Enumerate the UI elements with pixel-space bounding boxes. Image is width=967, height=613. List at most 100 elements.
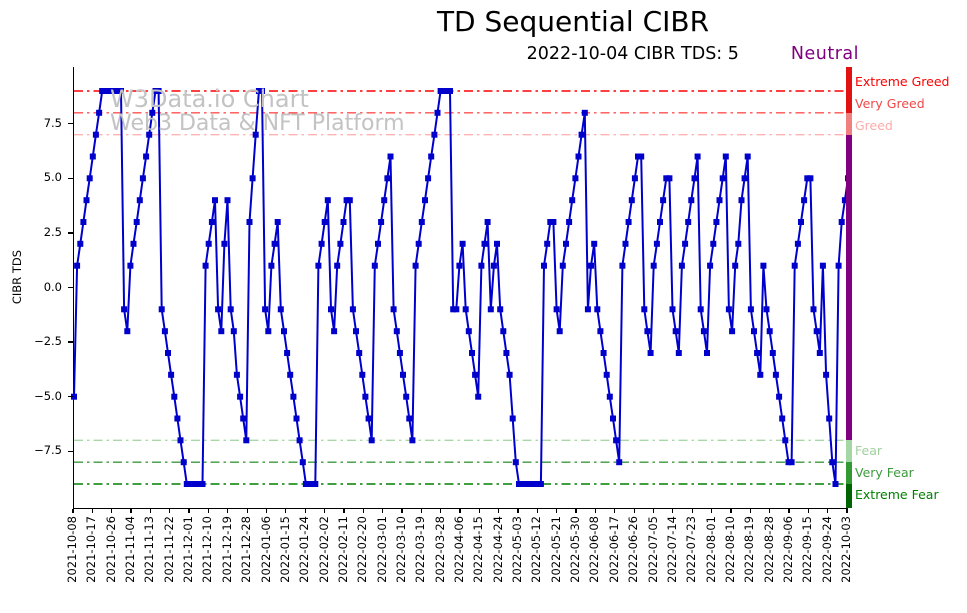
x-tick-mark [730,509,732,513]
data-point-marker [691,175,698,182]
x-tick-mark [149,509,152,513]
data-point-marker [613,437,620,444]
data-point-marker [747,306,754,313]
data-point-marker [368,437,375,444]
data-point-marker [503,350,510,356]
data-point-marker [832,481,839,487]
data-point-marker [161,328,168,335]
data-point-marker [96,109,103,116]
data-point-marker [299,459,306,466]
data-point-marker [719,175,726,182]
threshold-label-very-greed: Very Greed [855,95,925,111]
data-point-marker [268,262,275,269]
y-tick-mark [68,450,73,452]
x-tick-mark [749,509,751,513]
sentiment-bar-segment [846,67,852,113]
data-point-marker [469,350,475,356]
x-tick-label: 2022-07-05 [645,516,660,583]
data-point-marker [619,262,626,269]
data-point-marker [224,197,231,204]
data-point-marker [171,393,178,400]
data-point-marker [603,371,610,378]
data-point-marker [252,131,259,138]
data-point-marker [193,481,200,487]
data-point-marker [321,219,328,225]
plot-area [71,67,851,509]
x-tick-label: 2022-08-10 [722,516,737,583]
data-point-marker [678,262,685,269]
data-point-marker [823,371,830,378]
data-point-marker [230,328,237,335]
chart-title: TD Sequential CIBR [436,5,710,38]
data-point-marker [71,393,77,400]
data-point-marker [422,197,428,204]
data-point-marker [481,240,488,247]
data-point-marker [760,262,767,269]
data-point-marker [697,306,704,313]
data-point-marker [249,175,256,182]
x-tick-mark [227,509,229,513]
data-point-marker [227,306,234,313]
data-point-marker [80,219,87,225]
x-tick-label: 2022-05-03 [510,516,525,583]
data-point-marker [233,371,240,378]
data-point-marker [353,328,359,335]
x-tick-mark [556,509,558,513]
x-tick-mark [440,509,442,513]
data-point-marker [418,219,425,225]
data-point-marker [610,415,616,422]
data-point-marker [669,306,676,313]
data-point-marker [522,481,529,487]
data-point-marker [443,88,450,94]
x-tick-label: 2022-06-17 [606,516,621,583]
data-point-marker [572,175,579,182]
data-point-marker [365,415,372,422]
data-point-marker [713,219,720,225]
data-point-marker [434,109,441,116]
data-point-marker [387,153,394,160]
data-point-marker [356,350,363,356]
data-point-marker [628,197,635,204]
x-tick-label: 2022-05-12 [529,516,544,583]
x-tick-mark [633,509,635,513]
data-point-marker [700,328,707,335]
data-point-marker [559,262,566,269]
x-tick-label: 2022-05-21 [548,516,563,583]
data-point-marker [547,219,554,225]
data-point-marker [102,88,109,94]
x-tick-mark [575,509,577,513]
data-point-marker [83,197,90,204]
data-point-marker [810,306,817,313]
data-point-marker [779,415,786,422]
x-tick-mark [169,509,171,513]
sentiment-bar-segment [846,134,852,441]
x-tick-mark [827,509,829,513]
data-point-marker [293,415,300,422]
data-point-marker [196,481,203,487]
y-tick-mark [68,286,73,289]
x-tick-mark [459,509,461,513]
x-tick-label: 2021-12-19 [219,516,234,583]
data-point-marker [584,306,591,313]
data-point-marker [766,328,773,335]
data-point-marker [782,437,789,444]
y-tick-mark [68,232,73,234]
data-point-marker [406,415,413,422]
x-tick-mark [807,509,809,513]
x-tick-label: 2022-03-01 [374,516,389,583]
threshold-label-extreme-greed: Extreme Greed [855,74,950,89]
data-point-marker [409,437,416,444]
x-tick-label: 2021-10-26 [103,516,118,583]
data-point-marker [393,328,400,335]
data-point-marker [277,306,284,313]
data-point-marker [506,371,513,378]
data-point-marker [111,88,118,94]
x-tick-label: 2021-12-01 [181,516,196,583]
x-tick-mark [672,509,674,513]
data-point-marker [675,350,682,356]
data-point-marker [763,306,770,313]
x-tick-mark [594,509,597,513]
data-point-marker [729,328,736,335]
data-point-marker [99,88,106,94]
data-point-marker [240,415,247,422]
